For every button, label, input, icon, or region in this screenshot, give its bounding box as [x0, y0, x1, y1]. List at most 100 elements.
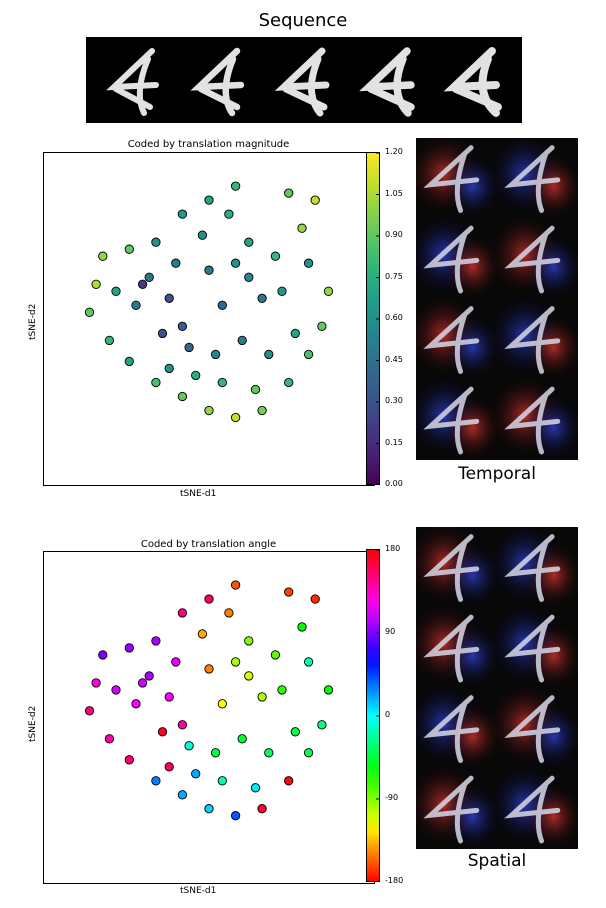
scatter-point: [171, 258, 181, 268]
scatter-point: [284, 776, 294, 786]
scatter-plot-magnitude: [43, 152, 375, 486]
scatter-point: [177, 209, 188, 219]
scatter-point: [184, 741, 194, 751]
scatter-point: [230, 657, 241, 667]
scatter-point: [230, 811, 241, 821]
sequence-frame: [274, 47, 330, 117]
heatmap-cell: [488, 603, 578, 688]
colorbar-tick-label: 90: [385, 627, 396, 636]
scatter-point: [124, 755, 134, 765]
scatter-point: [98, 251, 108, 261]
scatter-point: [244, 272, 254, 282]
scatter-point: [191, 370, 201, 381]
scatter-point: [270, 650, 281, 660]
scatter-point: [204, 195, 214, 205]
scatter-point: [197, 629, 208, 639]
scatter-point: [217, 377, 227, 388]
scatter-point: [104, 335, 115, 346]
plot-frame: [43, 152, 375, 486]
scatter-point: [151, 636, 161, 646]
scatter-point: [177, 608, 188, 618]
colorbar-tick-label: -180: [385, 876, 404, 885]
scatter-point: [230, 580, 241, 590]
scatter-point: [277, 685, 287, 695]
scatter-point: [250, 384, 261, 395]
heatmap-cell: [416, 527, 502, 608]
scatter-point: [217, 300, 227, 310]
scatter-point: [210, 748, 221, 758]
sequence-frame: [443, 47, 502, 117]
scatter-point: [297, 622, 307, 632]
colorbar-tick-label: 1.05: [385, 188, 403, 198]
x-axis-label-magnitude: tSNE-d1: [180, 489, 217, 499]
scatter-point: [151, 237, 161, 247]
scatter-point: [177, 321, 188, 331]
scatter-point: [84, 307, 95, 317]
sequence-strip: [86, 37, 522, 123]
scatter-point: [98, 650, 108, 660]
x-axis-label-angle: tSNE-d1: [180, 886, 217, 896]
y-axis-label-angle: tSNE-d2: [28, 705, 38, 742]
colorbar-magnitude: [366, 152, 380, 485]
scatter-point: [91, 279, 101, 289]
plot-title-magnitude: Coded by translation magnitude: [127, 139, 290, 150]
scatter-point: [177, 790, 188, 800]
sequence-frame: [190, 47, 245, 117]
scatter-point: [230, 181, 241, 191]
heatmap-cell: [488, 375, 578, 460]
scatter-point: [197, 230, 208, 240]
scatter-point: [230, 412, 241, 423]
scatter-point: [244, 671, 254, 681]
scatter-point: [157, 328, 168, 339]
scatter-point: [303, 349, 314, 360]
scatter-point: [191, 769, 201, 779]
scatter-point: [177, 391, 188, 402]
colorbar-angle: [366, 549, 380, 882]
scatter-point: [230, 258, 241, 268]
y-axis-label-magnitude: tSNE-d2: [28, 303, 38, 340]
scatter-point: [104, 734, 115, 744]
colorbar-tick-label: 0.60: [385, 313, 403, 322]
scatter-point: [244, 636, 254, 646]
scatter-point: [204, 265, 214, 275]
scatter-point: [164, 293, 174, 303]
heatmap-cell: [416, 214, 502, 299]
scatter-point: [257, 692, 267, 702]
spatial-caption: Spatial: [467, 851, 527, 871]
scatter-point: [237, 734, 247, 744]
scatter-point: [84, 706, 95, 716]
colorbar-tick-label: 0.30: [385, 396, 403, 405]
scatter-point: [131, 300, 141, 310]
scatter-point: [317, 321, 327, 331]
scatter-point: [164, 363, 174, 374]
scatter-point: [284, 188, 294, 198]
heatmap-cell: [488, 138, 578, 219]
temporal-caption: Temporal: [458, 464, 536, 484]
colorbar-tick-label: 180: [385, 544, 401, 553]
scatter-point: [224, 608, 234, 618]
scatter-point: [144, 671, 154, 681]
scatter-point: [323, 685, 334, 695]
sequence-frame: [106, 48, 159, 116]
colorbar-tick-label: 0.15: [385, 437, 403, 447]
scatter-point: [151, 776, 161, 786]
scatter-point: [257, 804, 267, 814]
scatter-point: [303, 258, 314, 268]
spatial-heatmap-grid: [416, 527, 578, 849]
scatter-point: [124, 643, 134, 653]
scatter-point: [184, 342, 194, 353]
scatter-point: [204, 594, 214, 604]
scatter-point: [264, 748, 274, 758]
scatter-point: [284, 377, 294, 388]
scatter-point: [217, 776, 227, 786]
scatter-point: [303, 748, 314, 758]
heatmap-cell: [416, 764, 502, 849]
scatter-point: [323, 286, 334, 296]
sequence-frame: [359, 47, 415, 117]
scatter-point: [284, 587, 294, 597]
heatmap-cell: [488, 764, 578, 849]
scatter-point: [111, 286, 121, 296]
scatter-point: [111, 685, 121, 695]
scatter-point: [317, 720, 327, 730]
colorbar-tick-label: 0: [385, 710, 391, 719]
